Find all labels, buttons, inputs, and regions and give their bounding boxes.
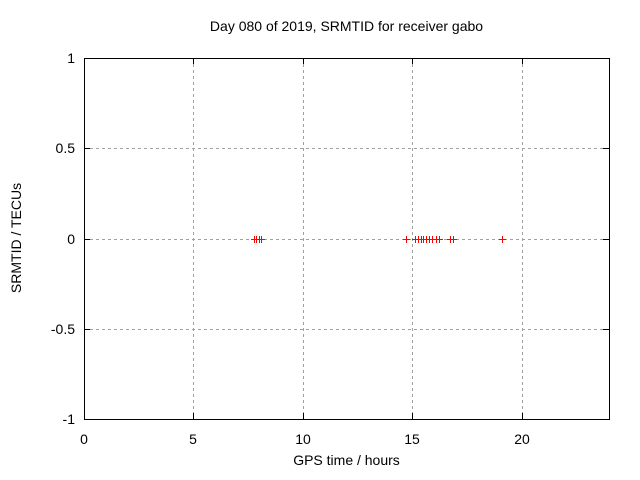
- data-point-marker: [436, 236, 443, 243]
- plot-border: [84, 58, 610, 420]
- data-point-marker: [499, 236, 506, 243]
- x-axis-label: GPS time / hours: [293, 452, 400, 468]
- x-tick-label: 10: [295, 431, 311, 447]
- data-point-marker: [403, 236, 410, 243]
- y-tick-label: -1: [63, 411, 76, 427]
- x-tick-label: 15: [404, 431, 420, 447]
- x-tick-label: 5: [189, 431, 197, 447]
- data-point-marker: [258, 236, 265, 243]
- y-axis-label: SRMTID / TECUs: [8, 183, 24, 293]
- data-point-marker: [450, 236, 457, 243]
- x-tick-label: 0: [80, 431, 88, 447]
- y-tick-label: 1: [67, 50, 75, 66]
- y-tick-label: 0.5: [56, 140, 76, 156]
- chart-title: Day 080 of 2019, SRMTID for receiver gab…: [210, 18, 483, 34]
- x-tick-label: 20: [514, 431, 530, 447]
- y-tick-label: 0: [67, 231, 75, 247]
- y-tick-label: -0.5: [51, 321, 75, 337]
